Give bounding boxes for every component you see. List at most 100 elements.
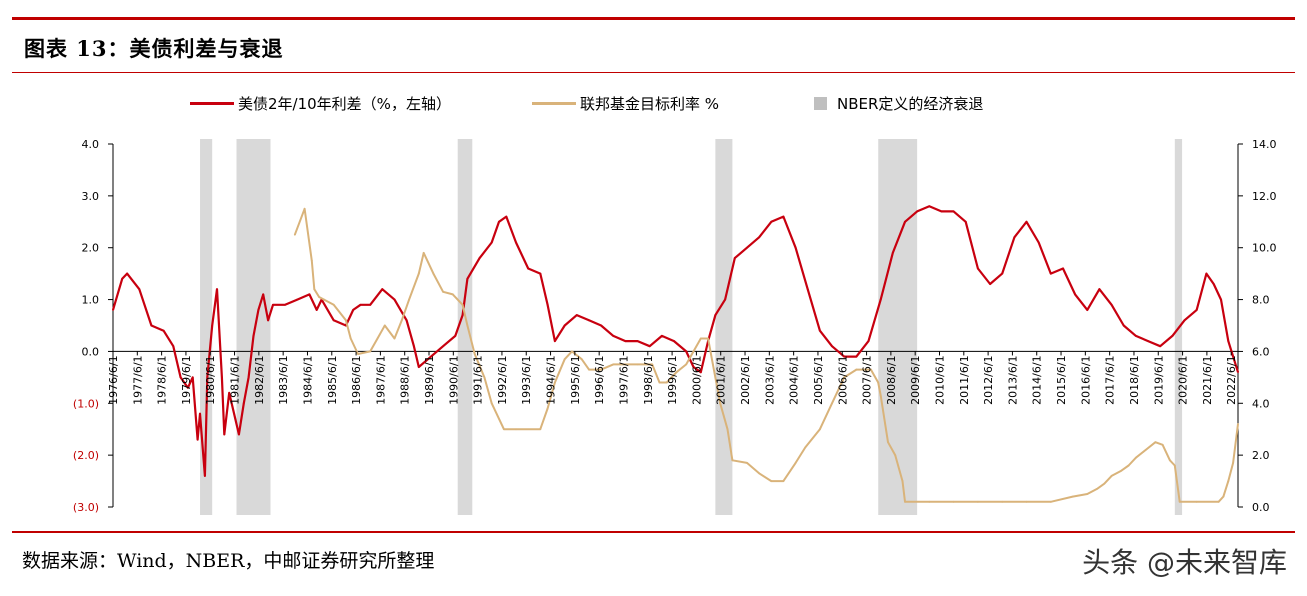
series-1-point — [383, 324, 386, 327]
x-tick-label: 2019/6/1 — [1152, 355, 1165, 404]
left-tick-label: (3.0) — [73, 501, 99, 514]
series-0-point — [891, 252, 894, 254]
series-1-point — [1154, 441, 1157, 444]
series-0-point — [262, 293, 265, 296]
series-1-point — [1001, 500, 1004, 503]
series-0-point — [296, 298, 299, 301]
series-0-point — [964, 220, 967, 223]
series-0-point — [660, 334, 663, 337]
series-1-point — [588, 368, 590, 371]
series-0-point — [588, 319, 590, 322]
series-1-point — [692, 350, 695, 353]
series-1-point — [758, 472, 761, 475]
series-0-point — [381, 288, 384, 291]
series-0-point — [1037, 241, 1040, 244]
chart-legend: 美债2年/10年利差（%，左轴） 联邦基金目标利率 % NBER定义的经济衰退 — [0, 93, 1307, 117]
series-0-point — [1183, 319, 1186, 322]
series-0-point — [223, 433, 226, 436]
series-0-point — [498, 220, 500, 223]
series-1-point — [1103, 482, 1106, 485]
series-1-point — [855, 368, 858, 371]
left-tick-label: 2.0 — [82, 242, 100, 255]
series-0-point — [806, 288, 809, 291]
right-tick-label: 8.0 — [1252, 294, 1270, 307]
series-0-point — [172, 345, 175, 348]
left-tick-label: (2.0) — [73, 449, 99, 462]
series-1-point — [1135, 456, 1137, 459]
series-1-point — [473, 353, 476, 355]
series-0-point — [126, 272, 128, 275]
series-0-point — [257, 309, 260, 311]
series-1-point — [1217, 500, 1220, 503]
left-tick-label: (1.0) — [73, 397, 99, 410]
series-0-point — [466, 277, 469, 280]
x-tick-label: 1986/6/1 — [350, 355, 363, 404]
series-line-0 — [111, 205, 1240, 477]
series-1-point — [1071, 495, 1074, 498]
series-0-point — [770, 220, 773, 223]
series-0-point — [818, 329, 821, 332]
x-tick-label: 2020/6/1 — [1177, 355, 1190, 404]
figure-title: 图表 13：美债利差与衰退 — [24, 36, 284, 61]
series-0-point — [794, 246, 797, 249]
series-1-point — [313, 288, 316, 291]
series-0-point — [186, 386, 189, 389]
series-1-point — [349, 337, 352, 340]
series-1-point — [1178, 500, 1181, 503]
series-1-point — [770, 480, 773, 482]
series-0-point — [989, 283, 991, 285]
series-0-point — [196, 438, 199, 441]
series-0-point — [430, 355, 432, 358]
series-0-point — [242, 402, 245, 405]
x-tick-label: 1987/6/1 — [374, 355, 387, 404]
series-0-point — [1171, 334, 1174, 337]
series-1-point — [293, 233, 296, 236]
series-1-point — [928, 500, 931, 503]
series-1-point — [1086, 493, 1089, 495]
series-1-point — [1169, 459, 1171, 462]
series-1-point — [719, 402, 722, 405]
x-tick-label: 2016/6/1 — [1079, 355, 1092, 404]
recession-band-1 — [236, 139, 271, 515]
series-1-point — [894, 454, 897, 457]
series-1-point — [879, 394, 882, 397]
series-0-point — [413, 345, 415, 348]
x-tick-label: 1994/6/1 — [545, 355, 558, 404]
series-1-point — [1222, 495, 1225, 498]
series-1-point — [461, 303, 464, 306]
x-tick-label: 1989/6/1 — [423, 355, 436, 404]
series-1-point — [877, 381, 880, 384]
series-1-point — [1237, 423, 1239, 425]
series-0-point — [546, 303, 549, 306]
recession-band-2 — [457, 139, 473, 515]
series-0-point — [233, 412, 235, 415]
right-tick-label: 12.0 — [1252, 190, 1277, 203]
series-1-point — [952, 500, 955, 503]
x-tick-label: 2004/6/1 — [788, 355, 801, 404]
right-tick-label: 6.0 — [1252, 345, 1270, 358]
series-1-point — [1232, 462, 1235, 464]
series-0-point — [746, 246, 748, 249]
series-0-point — [527, 267, 530, 270]
series-0-point — [1062, 267, 1064, 270]
x-tick-label: 2014/6/1 — [1031, 355, 1044, 404]
series-1-point — [483, 376, 486, 379]
series-1-point — [502, 428, 505, 431]
x-tick-label: 2022/6/1 — [1225, 355, 1238, 404]
right-tick-label: 2.0 — [1252, 449, 1270, 462]
series-1-point — [1120, 469, 1123, 472]
series-0-point — [199, 412, 201, 415]
series-0-point — [267, 319, 269, 322]
series-0-point — [206, 376, 209, 379]
right-tick-label: 10.0 — [1252, 242, 1277, 255]
series-1-point — [563, 358, 566, 361]
top-rule — [12, 17, 1295, 20]
series-0-point — [952, 210, 955, 213]
series-1-point — [466, 324, 469, 327]
right-tick-label: 14.0 — [1252, 138, 1277, 151]
series-0-point — [203, 474, 206, 477]
x-tick-label: 1992/6/1 — [496, 355, 509, 404]
x-tick-label: 2012/6/1 — [982, 355, 995, 404]
x-tick-label: 1993/6/1 — [520, 355, 533, 404]
